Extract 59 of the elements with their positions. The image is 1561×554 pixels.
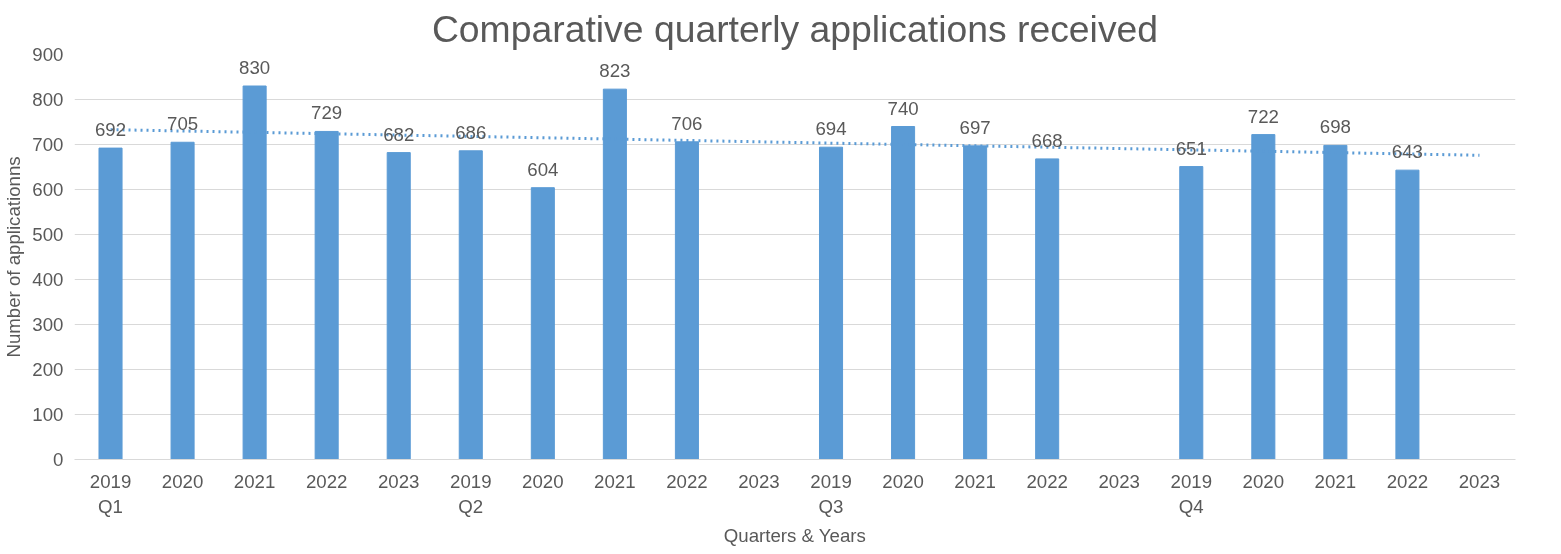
- bar: [1035, 158, 1060, 460]
- data-label: 705: [167, 113, 199, 135]
- y-tick-label: 800: [32, 89, 64, 110]
- y-axis-title: Number of applicationns: [3, 156, 25, 358]
- bar: [530, 187, 555, 460]
- chart-title: Comparative quarterly applications received: [431, 7, 1159, 50]
- data-label: 823: [599, 60, 631, 82]
- data-label: 604: [527, 158, 559, 180]
- data-label: 830: [239, 57, 271, 78]
- bar: [1395, 169, 1420, 460]
- data-label: 729: [311, 102, 343, 124]
- x-tick-label: 2019 Q3: [810, 470, 852, 517]
- bar: [170, 141, 195, 460]
- y-tick-label: 0: [53, 449, 64, 470]
- bar: [819, 146, 844, 460]
- y-tick-label: 700: [32, 134, 64, 155]
- x-tick-label: 2022: [666, 470, 708, 492]
- x-tick-label: 2022: [1026, 470, 1068, 492]
- x-tick-label: 2019 Q2: [450, 470, 492, 517]
- y-tick-label: 200: [32, 359, 64, 380]
- data-label: 697: [959, 116, 991, 138]
- x-tick-label: 2021: [233, 470, 276, 492]
- data-label: 706: [671, 112, 703, 134]
- x-tick-label: 2023: [377, 470, 420, 492]
- y-tick-label: 400: [32, 269, 64, 290]
- data-label: 643: [1391, 141, 1423, 163]
- y-tick-label: 900: [32, 44, 64, 65]
- x-tick-label: 2021: [594, 470, 636, 492]
- data-label: 686: [455, 121, 487, 143]
- x-tick-label: 2020: [882, 470, 924, 492]
- data-label: 698: [1319, 116, 1351, 138]
- y-tick-label: 600: [32, 179, 64, 200]
- y-tick-label: 300: [32, 314, 64, 335]
- x-tick-label: 2020: [522, 470, 564, 492]
- data-label: 682: [383, 123, 415, 145]
- bar: [98, 147, 123, 460]
- data-label: 692: [94, 119, 127, 141]
- data-label: 722: [1247, 105, 1279, 127]
- x-tick-label: 2022: [1386, 470, 1429, 492]
- x-tick-label: 2021: [1314, 470, 1357, 492]
- y-tick-label: 100: [32, 404, 64, 425]
- x-tick-label: 2019 Q1: [89, 470, 132, 517]
- x-tick-label: 2023: [738, 470, 780, 492]
- bar: [1179, 166, 1204, 460]
- y-tick-label: 500: [32, 224, 64, 245]
- data-label: 694: [815, 118, 847, 140]
- data-label: 651: [1175, 137, 1207, 159]
- x-axis-title: Quarters & Years: [723, 524, 866, 546]
- x-tick-label: 2020: [161, 470, 204, 492]
- data-label: 740: [887, 97, 919, 119]
- data-label: 668: [1031, 129, 1063, 151]
- x-tick-label: 2021: [954, 470, 996, 492]
- x-tick-label: 2023: [1458, 470, 1501, 492]
- x-tick-label: 2023: [1098, 470, 1140, 492]
- x-tick-label: 2022: [305, 470, 348, 492]
- bar: [458, 150, 483, 460]
- x-tick-label: 2020: [1242, 470, 1285, 492]
- x-tick-label: 2019 Q4: [1170, 470, 1213, 517]
- bar: [386, 152, 411, 460]
